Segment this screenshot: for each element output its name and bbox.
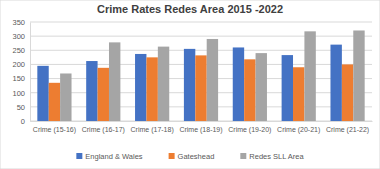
bar: [233, 47, 244, 121]
bar: [86, 61, 97, 121]
grid-line: [30, 22, 372, 23]
y-tick: 200: [12, 60, 30, 69]
y-tick: 250: [12, 46, 30, 55]
legend-label: Redes SLL Area: [249, 152, 304, 161]
grid-line: [30, 50, 372, 51]
y-axis: 0 50 100 150 200 250 300 350: [12, 18, 30, 126]
bar: [109, 42, 120, 121]
legend: England & Wales Gateshead Redes SLL Area: [76, 152, 304, 161]
legend-item: England & Wales: [76, 152, 143, 161]
legend-swatch: [240, 153, 246, 159]
bar: [184, 49, 195, 121]
x-tick-label: Crime (21-22): [326, 126, 369, 134]
legend-label: Gateshead: [178, 152, 215, 161]
grid: [30, 22, 372, 121]
x-tick-label: Crime (17-18): [131, 126, 174, 134]
y-tick-label: 350: [12, 18, 25, 27]
bar: [330, 45, 341, 121]
x-axis: Crime (15-16) Crime (16-17) Crime (17-18) C…: [31, 122, 373, 134]
legend-label: England & Wales: [85, 152, 143, 161]
y-tick: 300: [12, 32, 30, 41]
y-tick-label: 250: [12, 46, 25, 55]
bars: [37, 30, 364, 121]
bar: [293, 67, 304, 121]
x-tick-label: Crime (19-20): [228, 126, 271, 134]
series: [37, 45, 342, 121]
bar: [158, 47, 169, 121]
y-tick-label: 50: [17, 103, 25, 112]
y-tick: 0: [21, 117, 30, 126]
y-tick-label: 300: [12, 32, 25, 41]
bar: [256, 53, 267, 121]
x-tick: Crime (16-17): [82, 126, 125, 134]
bar: [244, 59, 255, 121]
y-tick-label: 100: [12, 89, 25, 98]
bar: [49, 83, 60, 121]
y-tick: 350: [12, 18, 30, 27]
y-tick: 50: [17, 103, 30, 112]
y-tick-label: 200: [12, 60, 25, 69]
x-axis-line: [31, 121, 373, 122]
chart: Crime Rates Redes Area 2015 -2022 0 50 100 1…: [0, 0, 380, 169]
y-axis-line: [30, 23, 31, 122]
bar: [353, 30, 364, 121]
background: [0, 0, 380, 169]
legend-item: Gateshead: [169, 152, 215, 161]
y-tick-label: 150: [12, 74, 25, 83]
bar: [207, 39, 218, 121]
grid-line: [30, 36, 372, 37]
y-tick-label: 0: [21, 117, 25, 126]
legend-swatch: [169, 153, 175, 159]
bar: [60, 73, 71, 121]
x-tick: Crime (19-20): [228, 126, 271, 134]
legend-swatch: [76, 153, 82, 159]
bar: [135, 54, 146, 121]
bar: [195, 55, 206, 121]
x-tick-label: Crime (15-16): [33, 126, 76, 134]
y-tick: 150: [12, 74, 30, 83]
bar: [37, 66, 48, 121]
bar: [282, 55, 293, 121]
x-tick-label: Crime (20-21): [277, 126, 320, 134]
legend-item: Redes SLL Area: [240, 152, 304, 161]
bar: [342, 64, 353, 121]
x-tick: Crime (18-19): [179, 126, 222, 134]
x-tick: Crime (20-21): [277, 126, 320, 134]
bar: [304, 31, 315, 121]
title: Crime Rates Redes Area 2015 -2022: [97, 3, 283, 15]
x-tick-label: Crime (18-19): [179, 126, 222, 134]
plot: 050100150200250300350Crime (15-16)Crime …: [12, 18, 372, 134]
x-tick: Crime (17-18): [131, 126, 174, 134]
bar: [98, 68, 109, 121]
x-tick: Crime (21-22): [326, 126, 369, 134]
series: [60, 30, 365, 121]
bar: [146, 57, 157, 121]
y-tick: 100: [12, 89, 30, 98]
x-tick: Crime (15-16): [33, 126, 76, 134]
x-tick-label: Crime (16-17): [82, 126, 125, 134]
